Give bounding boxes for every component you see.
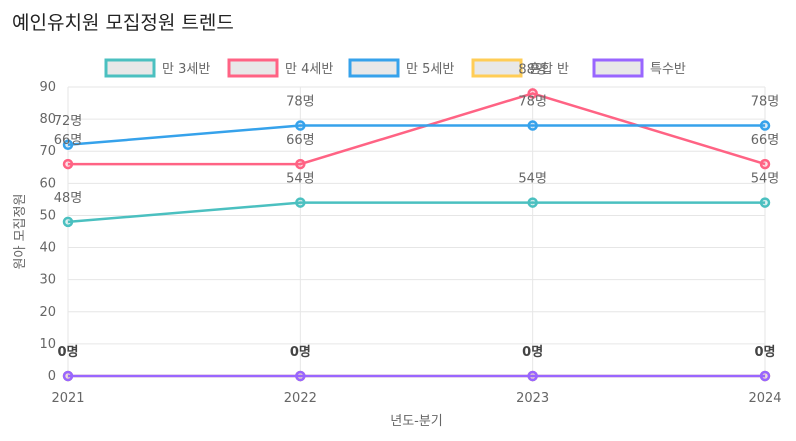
data-point xyxy=(62,216,74,228)
legend-label: 만 5세반 xyxy=(406,62,454,77)
legend-swatch xyxy=(227,58,279,78)
data-label: 88명 xyxy=(518,62,547,77)
series-line xyxy=(67,201,765,224)
data-point xyxy=(527,88,538,99)
data-label: 0명 xyxy=(290,344,311,360)
data-point xyxy=(759,120,771,131)
data-point xyxy=(759,370,771,382)
legend-swatch xyxy=(348,58,400,78)
data-labels: 48명 54명 54명 54명 66명 66명 88명 66명 72명 78명 78명 78명 0명 0명… xyxy=(54,62,780,360)
legend-swatch xyxy=(104,58,156,78)
legend-item[interactable]: 만 5세반 xyxy=(348,58,454,78)
legend-item[interactable]: 특수반 xyxy=(592,58,686,78)
data-point xyxy=(527,197,538,208)
data-label: 78명 xyxy=(286,95,315,110)
data-point xyxy=(295,370,306,382)
data-label: 78명 xyxy=(751,95,780,110)
legend-swatch xyxy=(471,58,523,78)
data-label: 66명 xyxy=(751,133,780,148)
legend-item[interactable]: 만 4세반 xyxy=(227,58,333,78)
series-line xyxy=(68,92,766,166)
y-tick-label: 40 xyxy=(39,241,56,256)
y-tick-label: 30 xyxy=(39,273,56,288)
y-tick-label: 20 xyxy=(39,305,56,320)
y-tick-label: 90 xyxy=(39,80,56,95)
data-point xyxy=(759,197,771,208)
y-tick-label: 60 xyxy=(39,176,56,191)
data-label: 66명 xyxy=(286,133,315,148)
series-1 xyxy=(62,197,771,228)
legend-label: 특수반 xyxy=(650,62,686,77)
x-tick-label: 2021 xyxy=(51,391,84,406)
page-title: 예인유치원 모집정원 트렌드 xyxy=(12,12,234,34)
legend-label: 만 4세반 xyxy=(285,62,333,77)
data-point xyxy=(62,370,74,382)
x-tick-label: 2023 xyxy=(516,391,549,406)
x-axis: 2021 2022 2023 2024 xyxy=(51,391,781,406)
data-label: 0명 xyxy=(754,344,775,360)
y-axis-title: 원아 모집정원 xyxy=(13,194,28,270)
data-label: 66명 xyxy=(54,133,83,148)
legend-item[interactable]: 혼합 반 xyxy=(471,58,569,78)
legend-label: 혼합 반 xyxy=(529,62,569,77)
y-axis: 0 10 20 30 40 50 60 70 80 90 xyxy=(39,80,56,384)
data-point xyxy=(295,197,306,208)
data-label: 54명 xyxy=(518,172,547,187)
data-label: 78명 xyxy=(518,95,547,110)
series-5 xyxy=(62,370,771,382)
x-axis-title: 년도-분기 xyxy=(390,414,443,429)
chart-legend[interactable]: 만 3세반 만 4세반 만 5세반 혼합 반 특수반 xyxy=(104,58,686,78)
data-label: 0명 xyxy=(522,344,543,360)
y-tick-label: 80 xyxy=(39,112,56,127)
data-label: 48명 xyxy=(54,191,83,206)
data-point xyxy=(527,370,538,382)
data-label: 72명 xyxy=(54,114,83,129)
data-label: 54명 xyxy=(751,172,780,187)
legend-swatch xyxy=(592,58,644,78)
y-tick-label: 0 xyxy=(48,369,56,384)
data-point xyxy=(295,120,306,131)
data-label: 54명 xyxy=(286,172,315,187)
legend-item[interactable]: 만 3세반 xyxy=(104,58,210,78)
x-tick-label: 2022 xyxy=(284,391,317,406)
y-tick-label: 70 xyxy=(39,144,56,159)
chart-series xyxy=(62,88,771,382)
data-point xyxy=(759,158,771,170)
x-tick-label: 2024 xyxy=(748,391,781,406)
y-tick-label: 10 xyxy=(39,337,56,352)
series-3 xyxy=(62,120,771,151)
series-2 xyxy=(62,88,771,170)
legend-label: 만 3세반 xyxy=(162,62,210,77)
data-point xyxy=(62,139,74,151)
data-point xyxy=(527,120,538,131)
data-point xyxy=(295,158,306,170)
data-label: 0명 xyxy=(57,344,78,360)
y-tick-label: 50 xyxy=(39,208,56,223)
series-line xyxy=(67,124,765,147)
data-point xyxy=(62,158,74,170)
